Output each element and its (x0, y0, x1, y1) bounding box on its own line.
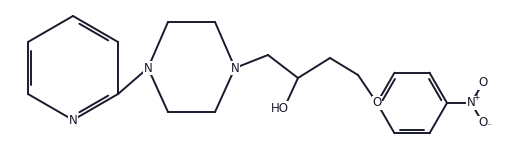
Text: N: N (231, 62, 240, 75)
Text: N: N (143, 62, 152, 75)
Text: O: O (479, 77, 488, 89)
Text: ⁻: ⁻ (487, 122, 491, 131)
Text: N: N (467, 97, 475, 109)
Text: N: N (69, 113, 78, 126)
Text: HO: HO (271, 102, 289, 115)
Text: +: + (473, 93, 480, 102)
Text: O: O (372, 97, 381, 109)
Text: O: O (479, 117, 488, 129)
